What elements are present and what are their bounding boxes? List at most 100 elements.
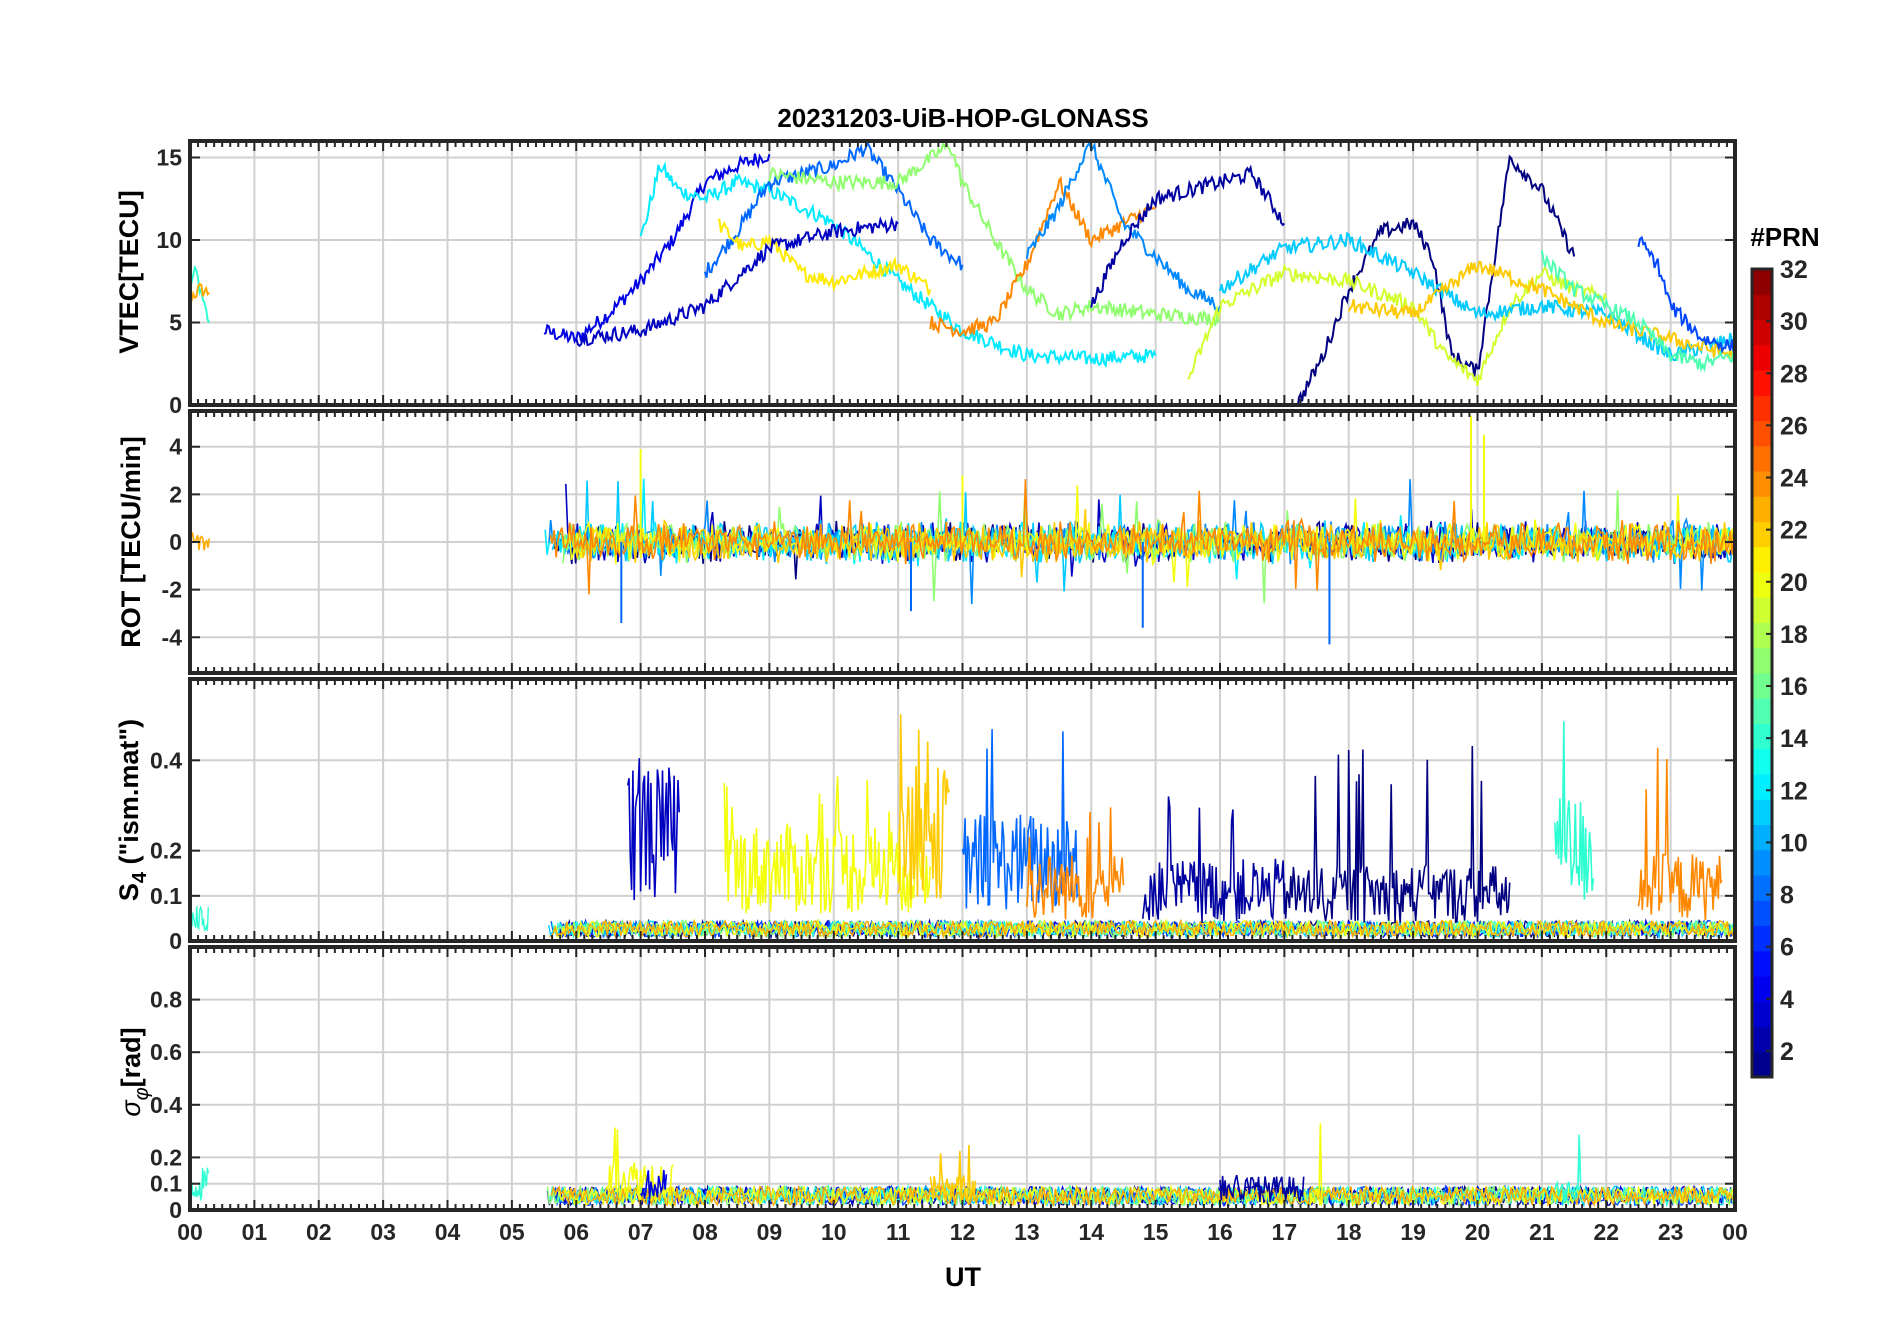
sigma_phi-series-line xyxy=(550,1184,1734,1208)
x-tick-label: 18 xyxy=(1336,1219,1362,1245)
sigma_phi-active-line xyxy=(1554,1134,1582,1204)
y-tick-label: 0.2 xyxy=(150,1144,182,1170)
vtec-series-line xyxy=(639,161,1157,369)
vtec-series-line xyxy=(190,282,210,302)
sigma-phi-series xyxy=(190,1123,1735,1208)
x-tick-label: 08 xyxy=(692,1219,718,1245)
vtec-series-line xyxy=(1025,141,1221,313)
vtec-series-line xyxy=(1296,154,1576,405)
colorbar-level xyxy=(1752,395,1772,421)
x-tick-label: 10 xyxy=(821,1219,847,1245)
rot-y-tick-labels: -4 -2 0 2 4 xyxy=(162,434,183,651)
x-tick-label: 13 xyxy=(1014,1219,1040,1245)
colorbar-level xyxy=(1752,269,1772,295)
s4-y-tick-labels: 0 0.1 0.2 0.4 xyxy=(150,747,182,954)
colorbar-level xyxy=(1752,774,1772,800)
vtec-series-line xyxy=(1347,260,1735,360)
colorbar-tick-label: 10 xyxy=(1780,829,1808,857)
s4-y-axis-label: S4 ("ism.mat") xyxy=(114,719,151,901)
sigma-phi-y-tick-labels: 00.10.2 0.4 0.6 0.8 xyxy=(150,987,182,1223)
x-tick-label: 16 xyxy=(1207,1219,1233,1245)
y-tick-label: 0.8 xyxy=(150,987,182,1013)
s4-series xyxy=(190,714,1735,940)
sigma-label-rest: [rad] xyxy=(116,1027,146,1087)
vtec-series-line xyxy=(1187,262,1608,386)
colorbar-level xyxy=(1752,875,1772,901)
vtec-series-line xyxy=(1219,231,1735,362)
colorbar-level xyxy=(1752,1051,1772,1078)
colorbar-level xyxy=(1752,698,1772,724)
colorbar-level xyxy=(1752,294,1772,320)
x-tick-label: 20 xyxy=(1465,1219,1491,1245)
sigma-phi-grid xyxy=(189,947,1736,1211)
vtec-y-tick-labels: 0 5 10 15 xyxy=(156,145,182,419)
y-tick-label: 0 xyxy=(169,392,182,418)
colorbar-level xyxy=(1752,925,1772,952)
y-tick-label: 4 xyxy=(169,434,182,460)
colorbar-tick-label: 4 xyxy=(1780,986,1794,1014)
vtec-series-line xyxy=(575,215,899,348)
y-tick-label: 0.1 xyxy=(150,883,182,909)
s4-axes xyxy=(188,677,1737,943)
colorbar-tick-label: 2 xyxy=(1780,1038,1794,1066)
sigma-label-base: σ xyxy=(116,1099,146,1117)
colorbar-level xyxy=(1752,849,1772,876)
colorbar-level xyxy=(1752,471,1772,497)
x-tick-label: 01 xyxy=(242,1219,268,1245)
s4-active-line xyxy=(1283,745,1511,924)
y-tick-label: 0.1 xyxy=(150,1171,182,1197)
rot-panel: -4 -2 0 2 4 ROT [TECU/min] xyxy=(116,409,1737,675)
rot-series-line xyxy=(190,532,211,551)
colorbar-frame xyxy=(1750,267,1774,1079)
colorbar-level xyxy=(1752,445,1772,472)
colorbar-level xyxy=(1752,572,1772,598)
vtec-series-line xyxy=(1090,164,1286,308)
sigma-label-sub: φ xyxy=(131,1087,153,1100)
y-tick-label: 0.4 xyxy=(150,747,182,773)
s4-series-line xyxy=(190,905,209,932)
x-tick-label: 03 xyxy=(370,1219,396,1245)
vtec-series xyxy=(190,141,1735,405)
colorbar-level xyxy=(1752,976,1772,1002)
x-tick-label: 02 xyxy=(306,1219,332,1245)
sigma-phi-panel: 00.10.2 0.4 0.6 0.8 σφ[rad] xyxy=(116,945,1737,1223)
colorbar-tick-label: 26 xyxy=(1780,412,1808,440)
s4-label-rest: ("ism.mat") xyxy=(114,719,144,872)
colorbar-tick-label: 18 xyxy=(1780,621,1808,649)
x-axis-label: UT xyxy=(945,1262,981,1292)
colorbar-level xyxy=(1752,950,1772,977)
colorbar-tick-label: 20 xyxy=(1780,569,1808,597)
x-tick-label: 06 xyxy=(563,1219,589,1245)
x-tick-label: 14 xyxy=(1078,1219,1104,1245)
vtec-series-line xyxy=(717,218,932,296)
colorbar-level xyxy=(1752,546,1772,573)
colorbar-level xyxy=(1752,597,1772,623)
colorbar-level xyxy=(1752,673,1772,699)
x-tick-label: 04 xyxy=(435,1219,461,1245)
colorbar-level xyxy=(1752,521,1772,548)
y-tick-label: -2 xyxy=(162,577,182,603)
y-tick-label: 0 xyxy=(169,529,182,555)
y-tick-label: 0.4 xyxy=(150,1092,182,1118)
vtec-series-line xyxy=(190,265,211,324)
colorbar-level xyxy=(1752,1001,1772,1027)
x-tick-label: 17 xyxy=(1272,1219,1298,1245)
y-tick-label: -4 xyxy=(162,624,183,650)
vtec-series-line xyxy=(704,141,964,279)
colorbar-level xyxy=(1752,824,1772,851)
sigma_phi-active-line xyxy=(1309,1123,1324,1207)
x-tick-label: 21 xyxy=(1529,1219,1555,1245)
colorbar-level xyxy=(1752,622,1772,649)
x-tick-label: 05 xyxy=(499,1219,525,1245)
vtec-axes xyxy=(188,139,1737,407)
colorbar-level xyxy=(1752,799,1772,825)
x-tick-label: 00 xyxy=(1722,1219,1748,1245)
colorbar-level xyxy=(1752,420,1772,447)
sigma-phi-axes xyxy=(188,945,1737,1212)
colorbar-level xyxy=(1752,1026,1772,1053)
x-tick-label: 00 xyxy=(177,1219,203,1245)
colorbar-level xyxy=(1752,900,1772,926)
sigma_phi-active-line xyxy=(607,1127,674,1199)
colorbar-level xyxy=(1752,370,1772,396)
